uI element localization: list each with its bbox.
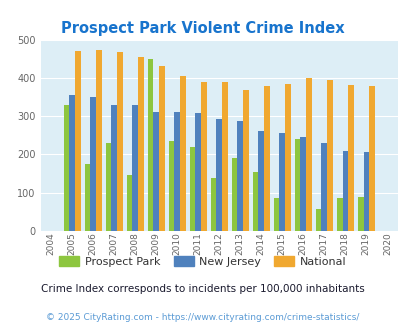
Bar [75,51,81,231]
Bar [174,112,179,231]
Bar [168,141,174,231]
Bar [132,105,138,231]
Bar [315,209,321,231]
Bar [362,152,368,231]
Bar [273,198,279,231]
Bar [326,80,332,231]
Bar [111,105,117,231]
Bar [117,52,122,231]
Bar [336,198,342,231]
Bar [96,50,101,231]
Bar [284,84,290,231]
Bar [64,105,69,231]
Bar [264,86,269,231]
Bar [342,150,347,231]
Bar [153,112,159,231]
Bar [222,82,227,231]
Bar [294,139,300,231]
Bar [69,95,75,231]
Text: Crime Index corresponds to incidents per 100,000 inhabitants: Crime Index corresponds to incidents per… [41,284,364,294]
Bar [159,66,164,231]
Bar [231,158,237,231]
Bar [84,164,90,231]
Bar [147,59,153,231]
Bar [189,147,195,231]
Bar [279,133,284,231]
Bar [216,119,222,231]
Bar [200,82,206,231]
Bar [357,197,362,231]
Bar [195,113,200,231]
Bar [210,178,216,231]
Bar [138,57,143,231]
Bar [179,76,185,231]
Bar [243,90,248,231]
Bar [126,176,132,231]
Bar [258,131,264,231]
Bar [90,97,96,231]
Bar [368,85,374,231]
Text: Prospect Park Violent Crime Index: Prospect Park Violent Crime Index [61,21,344,36]
Bar [300,137,305,231]
Bar [321,143,326,231]
Bar [252,172,258,231]
Bar [105,143,111,231]
Bar [305,78,311,231]
Bar [347,85,353,231]
Bar [237,121,243,231]
Legend: Prospect Park, New Jersey, National: Prospect Park, New Jersey, National [55,251,350,271]
Text: © 2025 CityRating.com - https://www.cityrating.com/crime-statistics/: © 2025 CityRating.com - https://www.city… [46,313,359,322]
